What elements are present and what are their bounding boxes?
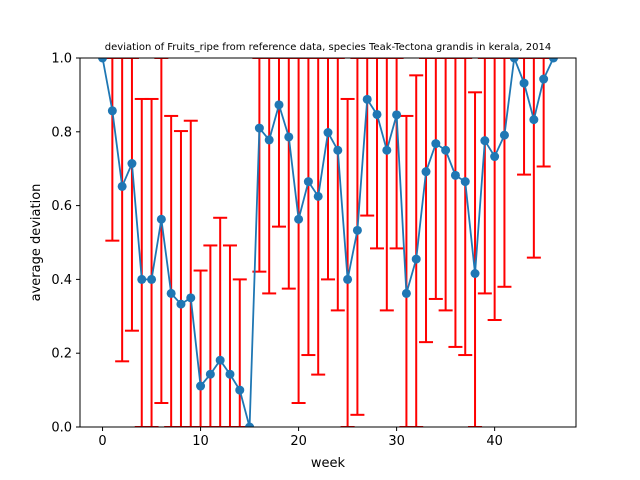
data-point — [529, 115, 539, 125]
data-point — [548, 58, 558, 63]
data-point — [411, 254, 421, 264]
chart-title: deviation of Fruits_ripe from reference … — [105, 42, 551, 53]
data-point — [431, 139, 441, 149]
data-point — [362, 94, 372, 104]
data-point — [392, 110, 402, 120]
data-point — [196, 381, 206, 391]
data-point — [333, 145, 343, 155]
data-point — [480, 136, 490, 146]
data-point — [343, 274, 353, 284]
data-point — [186, 293, 196, 303]
x-tick-label: 10 — [192, 434, 209, 449]
data-point — [470, 268, 480, 278]
x-tick-label: 20 — [290, 434, 307, 449]
data-point — [352, 225, 362, 235]
data-point — [176, 299, 186, 309]
data-point — [509, 58, 519, 63]
y-tick-label: 0.4 — [51, 273, 72, 288]
y-tick-label: 0.0 — [51, 421, 72, 436]
data-point — [421, 167, 431, 177]
data-point — [205, 369, 215, 379]
data-point — [499, 130, 509, 140]
data-point — [107, 106, 117, 116]
data-point — [490, 152, 500, 162]
data-point — [323, 128, 333, 138]
data-point — [313, 191, 323, 201]
y-tick-label: 0.8 — [51, 125, 72, 140]
data-point — [137, 274, 147, 284]
data-point — [235, 385, 245, 395]
x-axis: 0 10 20 30 40 — [98, 427, 503, 449]
data-point — [215, 355, 225, 365]
data-point — [245, 422, 255, 427]
data-point — [382, 145, 392, 155]
x-tick-label: 30 — [388, 434, 405, 449]
data-point — [156, 214, 166, 224]
data-point — [401, 288, 411, 298]
data-point — [117, 181, 127, 191]
data-point — [539, 74, 549, 84]
y-axis-label: average deviation — [29, 184, 44, 302]
y-tick-label: 0.2 — [51, 347, 72, 362]
data-point — [98, 58, 108, 63]
plot-area — [98, 58, 558, 427]
data-point — [254, 123, 264, 133]
data-point — [264, 135, 274, 145]
data-point — [225, 369, 235, 379]
data-point — [450, 170, 460, 180]
plot-frame — [79, 57, 577, 428]
data-point — [303, 177, 313, 187]
x-axis-label: week — [311, 456, 346, 471]
data-point — [519, 78, 529, 88]
data-point — [294, 214, 304, 224]
y-tick-label: 1.0 — [51, 52, 72, 67]
data-point — [166, 288, 176, 298]
data-point — [441, 145, 451, 155]
data-point — [460, 177, 470, 187]
data-point — [284, 132, 294, 142]
data-point — [274, 100, 284, 110]
x-tick-label: 40 — [486, 434, 503, 449]
x-tick-label: 0 — [98, 434, 106, 449]
data-point — [147, 274, 157, 284]
data-point — [372, 109, 382, 119]
y-axis: 0.0 0.2 0.4 0.6 0.8 1.0 — [51, 52, 80, 436]
data-point — [127, 159, 137, 169]
y-tick-label: 0.6 — [51, 199, 72, 214]
